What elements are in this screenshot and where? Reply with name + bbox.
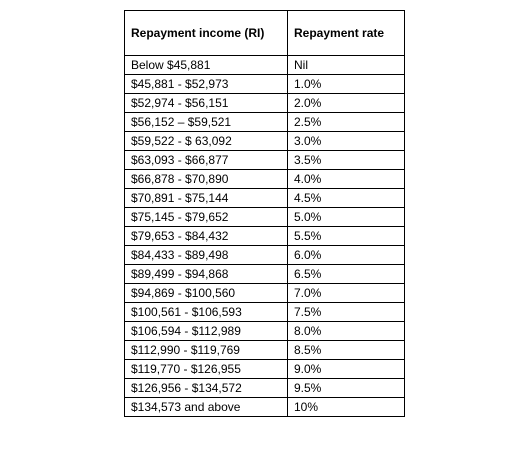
- income-range-cell: $52,974 - $56,151: [124, 93, 288, 113]
- income-range-cell: $94,869 - $100,560: [124, 283, 288, 303]
- income-range-cell: $45,881 - $52,973: [124, 74, 288, 94]
- rate-cell: 10%: [287, 397, 405, 417]
- rate-cell: 6.5%: [287, 264, 405, 284]
- rate-cell: 3.5%: [287, 150, 405, 170]
- table-row: $94,869 - $100,560 7.0%: [124, 283, 405, 303]
- rate-cell: 4.5%: [287, 188, 405, 208]
- table-row: $66,878 - $70,890 4.0%: [124, 169, 405, 189]
- table-row: $134,573 and above 10%: [124, 397, 405, 417]
- income-range-cell: $106,594 - $112,989: [124, 321, 288, 341]
- rate-cell: 2.0%: [287, 93, 405, 113]
- rate-cell: 8.0%: [287, 321, 405, 341]
- income-range-cell: $100,561 - $106,593: [124, 302, 288, 322]
- income-range-cell: $126,956 - $134,572: [124, 378, 288, 398]
- rate-cell: 5.0%: [287, 207, 405, 227]
- table-row: $89,499 - $94,868 6.5%: [124, 264, 405, 284]
- rate-cell: 7.5%: [287, 302, 405, 322]
- table-row: $59,522 - $ 63,092 3.0%: [124, 131, 405, 151]
- income-range-cell: $119,770 - $126,955: [124, 359, 288, 379]
- income-range-cell: $79,653 - $84,432: [124, 226, 288, 246]
- rate-cell: 1.0%: [287, 74, 405, 94]
- rate-cell: 9.0%: [287, 359, 405, 379]
- rate-cell: 5.5%: [287, 226, 405, 246]
- table-row: $100,561 - $106,593 7.5%: [124, 302, 405, 322]
- income-range-cell: $112,990 - $119,769: [124, 340, 288, 360]
- income-range-cell: $89,499 - $94,868: [124, 264, 288, 284]
- income-range-cell: $66,878 - $70,890: [124, 169, 288, 189]
- rate-cell: 3.0%: [287, 131, 405, 151]
- header-repayment-income: Repayment income (RI): [124, 10, 288, 56]
- income-range-cell: $70,891 - $75,144: [124, 188, 288, 208]
- income-range-cell: $84,433 - $89,498: [124, 245, 288, 265]
- rate-cell: 9.5%: [287, 378, 405, 398]
- rate-cell: 4.0%: [287, 169, 405, 189]
- table-header-row: Repayment income (RI) Repayment rate: [124, 10, 405, 56]
- rate-cell: 8.5%: [287, 340, 405, 360]
- header-repayment-rate: Repayment rate: [287, 10, 405, 56]
- table-row: $79,653 - $84,432 5.5%: [124, 226, 405, 246]
- table-row: $56,152 – $59,521 2.5%: [124, 112, 405, 132]
- table-row: Below $45,881 Nil: [124, 55, 405, 75]
- table-row: $52,974 - $56,151 2.0%: [124, 93, 405, 113]
- repayment-rate-table: Repayment income (RI) Repayment rate Bel…: [124, 10, 405, 417]
- income-range-cell: $75,145 - $79,652: [124, 207, 288, 227]
- income-range-cell: $56,152 – $59,521: [124, 112, 288, 132]
- rate-cell: 6.0%: [287, 245, 405, 265]
- table-row: $106,594 - $112,989 8.0%: [124, 321, 405, 341]
- table-row: $112,990 - $119,769 8.5%: [124, 340, 405, 360]
- rate-cell: 7.0%: [287, 283, 405, 303]
- rate-cell: 2.5%: [287, 112, 405, 132]
- income-range-cell: $134,573 and above: [124, 397, 288, 417]
- table-row: $84,433 - $89,498 6.0%: [124, 245, 405, 265]
- table-row: $45,881 - $52,973 1.0%: [124, 74, 405, 94]
- table-row: $75,145 - $79,652 5.0%: [124, 207, 405, 227]
- table-row: $70,891 - $75,144 4.5%: [124, 188, 405, 208]
- income-range-cell: $59,522 - $ 63,092: [124, 131, 288, 151]
- table-row: $63,093 - $66,877 3.5%: [124, 150, 405, 170]
- table-row: $119,770 - $126,955 9.0%: [124, 359, 405, 379]
- rate-cell: Nil: [287, 55, 405, 75]
- income-range-cell: $63,093 - $66,877: [124, 150, 288, 170]
- table-row: $126,956 - $134,572 9.5%: [124, 378, 405, 398]
- income-range-cell: Below $45,881: [124, 55, 288, 75]
